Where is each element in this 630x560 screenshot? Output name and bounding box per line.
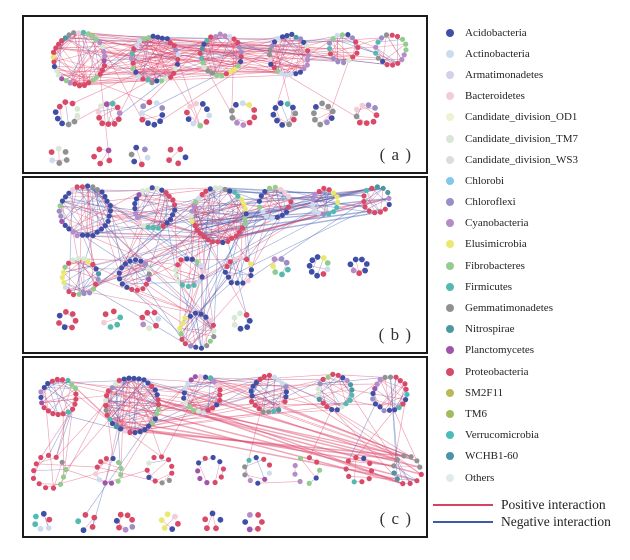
legend-color-dot	[446, 198, 454, 207]
legend-interaction: Negative interaction	[433, 513, 628, 530]
legend-color-dot	[446, 92, 454, 101]
legend-item-label: TM6	[465, 407, 487, 420]
legend-item: Chlorobi	[446, 170, 628, 191]
legend-item-label: Planctomycetes	[465, 344, 535, 357]
interaction-line	[433, 520, 493, 523]
legend-color-dot	[446, 304, 454, 313]
legend-color-dot	[446, 388, 454, 397]
legend-item: Gemmatimonadetes	[446, 297, 628, 318]
interaction-label: Negative interaction	[501, 513, 611, 529]
legend-item: Actinobacteria	[446, 43, 628, 64]
legend-item: Firmicutes	[446, 276, 628, 297]
legend-item: Cyanobacteria	[446, 213, 628, 234]
panel-a-network-canvas	[48, 29, 409, 168]
legend-color-dot	[446, 261, 454, 270]
interaction-line	[433, 503, 493, 506]
legend-item-label: Nitrospirae	[465, 323, 515, 336]
legend-color-dot	[446, 473, 454, 482]
legend-item-label: WCHB1-60	[465, 450, 519, 463]
legend-color-dot	[446, 155, 454, 164]
legend-item: WCHB1-60	[446, 446, 628, 467]
network-panel-b: ( b )	[22, 176, 428, 354]
legend-item-label: Verrucomicrobia	[465, 429, 539, 442]
panel-a-label: ( a )	[379, 145, 412, 164]
legend-item: Candidate_division_WS3	[446, 149, 628, 170]
interaction-label: Positive interaction	[501, 496, 606, 512]
legend-item-label: Others	[465, 471, 495, 484]
legend-color-dot	[446, 240, 454, 249]
legend-item: Candidate_division_TM7	[446, 128, 628, 149]
legend-color-dot	[446, 219, 454, 228]
legend-color-dot	[446, 28, 454, 37]
legend-item-label: Candidate_division_WS3	[465, 153, 579, 166]
legend-color-dot	[446, 367, 454, 376]
legend-item-label: Chloroflexi	[465, 196, 516, 209]
legend-item-label: Elusimicrobia	[465, 238, 527, 251]
legend-item-label: Candidate_division_TM7	[465, 132, 579, 145]
legend-interaction: Positive interaction	[433, 496, 628, 513]
legend-interactions: Positive interaction Negative interaction	[433, 496, 628, 530]
legend-item: Acidobacteria	[446, 22, 628, 43]
legend-item: Elusimicrobia	[446, 234, 628, 255]
panel-b-label: ( b )	[378, 325, 412, 344]
legend-color-dot	[446, 282, 454, 291]
legend-item-label: Bacteroidetes	[465, 90, 525, 103]
legend-item-label: Actinobacteria	[465, 47, 530, 60]
legend-item: Planctomycetes	[446, 340, 628, 361]
legend-item: Others	[446, 467, 628, 488]
legend-color-dot	[446, 409, 454, 418]
legend-item: Nitrospirae	[446, 319, 628, 340]
legend-color-dot	[446, 70, 454, 79]
legend-item: Armatimonadetes	[446, 64, 628, 85]
legend-item-label: Gemmatimonadetes	[465, 302, 553, 315]
legend-item: TM6	[446, 403, 628, 424]
legend-item-label: Proteobacteria	[465, 365, 529, 378]
panel-b-network-canvas	[56, 183, 392, 351]
network-panel-c: ( c )	[22, 356, 428, 538]
legend-color-dot	[446, 346, 454, 355]
legend-color-dot	[446, 452, 454, 461]
legend-item-label: Armatimonadetes	[465, 68, 544, 81]
legend-item-label: Chlorobi	[465, 174, 505, 187]
network-panel-a: ( a )	[22, 15, 428, 174]
legend-item-label: Firmicutes	[465, 280, 513, 293]
legend-color-dot	[446, 431, 454, 440]
legend-color-dot	[446, 134, 454, 143]
legend-item-label: Fibrobacteres	[465, 259, 525, 272]
legend-color-dot	[446, 49, 454, 58]
network-figure: ( a ) ( b ) ( c )	[22, 15, 428, 540]
panel-c-network-canvas	[30, 371, 424, 534]
legend-item: Verrucomicrobia	[446, 425, 628, 446]
legend-color-dot	[446, 325, 454, 334]
legend-item: Proteobacteria	[446, 361, 628, 382]
legend-item: Bacteroidetes	[446, 86, 628, 107]
legend-color-dot	[446, 113, 454, 122]
legend-item-label: Cyanobacteria	[465, 217, 529, 230]
legend-item: Fibrobacteres	[446, 255, 628, 276]
legend-item-label: Candidate_division_OD1	[465, 111, 578, 124]
panel-c-label: ( c )	[379, 509, 412, 528]
legend-item: Chloroflexi	[446, 192, 628, 213]
legend-item: SM2F11	[446, 382, 628, 403]
legend-item-label: SM2F11	[465, 386, 504, 399]
legend-list: Acidobacteria Actinobacteria Armatimonadet…	[446, 22, 628, 488]
legend-item: Candidate_division_OD1	[446, 107, 628, 128]
legend: Acidobacteria Actinobacteria Armatimonadet…	[433, 22, 628, 530]
legend-color-dot	[446, 176, 454, 185]
legend-item-label: Acidobacteria	[465, 26, 527, 39]
